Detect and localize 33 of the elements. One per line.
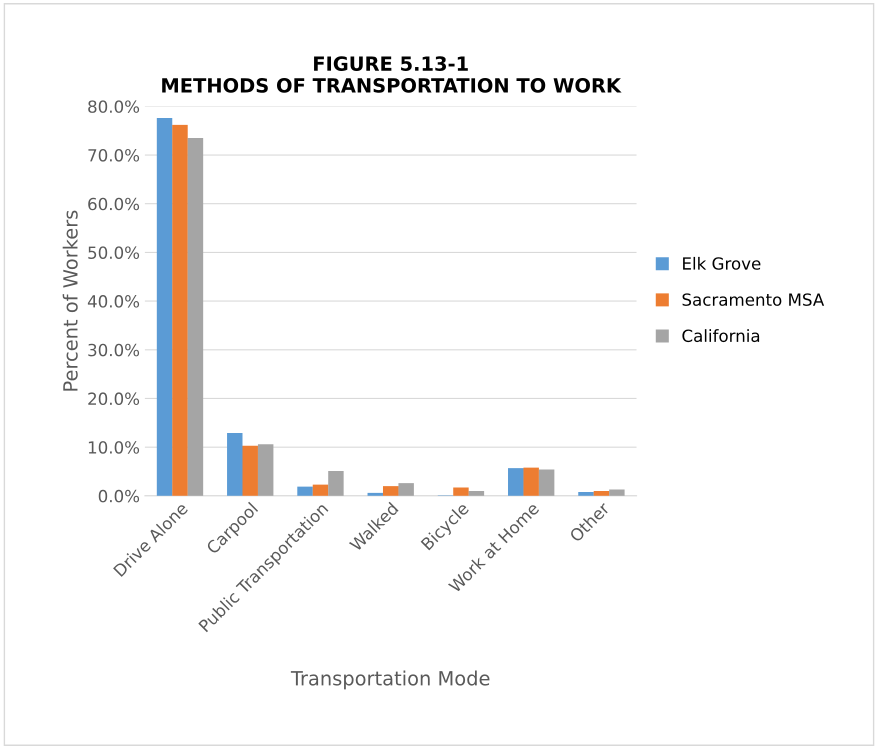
legend-label: Elk Grove: [683, 256, 760, 270]
bar: [523, 468, 539, 496]
bar: [609, 490, 625, 496]
bar: [188, 138, 204, 496]
y-tick-label: 70.0%: [88, 149, 140, 162]
bar: [398, 483, 414, 496]
y-tick-label: 50.0%: [88, 246, 140, 259]
bar: [538, 470, 554, 496]
y-tick-label: 0.0%: [98, 490, 140, 502]
bar: [312, 484, 328, 496]
bar: [227, 433, 243, 496]
y-tick-label: 10.0%: [88, 441, 140, 454]
y-tick-label: 40.0%: [88, 295, 140, 308]
bar: [508, 468, 524, 496]
bar: [297, 486, 313, 496]
x-axis-title: Transportation Mode: [290, 670, 490, 690]
bar: [328, 471, 344, 496]
bar: [258, 444, 274, 496]
chart-title: FIGURE 5.13-1 METHODS OF TRANSPORTATION TO WORK: [162, 56, 622, 93]
bar: [242, 446, 258, 496]
y-tick-label: 20.0%: [88, 392, 140, 406]
bar: [594, 490, 610, 496]
y-axis-title: Percent of Workers: [62, 210, 78, 391]
bar: [172, 124, 188, 496]
bar: [453, 488, 469, 496]
y-tick-label: 80.0%: [88, 100, 140, 113]
bar: [156, 118, 172, 496]
bar: [468, 490, 484, 496]
y-tick-label: 30.0%: [88, 344, 140, 356]
y-tick-label: 60.0%: [88, 198, 140, 210]
legend-label: Sacramento MSA: [682, 293, 824, 306]
bar: [382, 486, 398, 496]
legend-label: California: [682, 329, 760, 342]
